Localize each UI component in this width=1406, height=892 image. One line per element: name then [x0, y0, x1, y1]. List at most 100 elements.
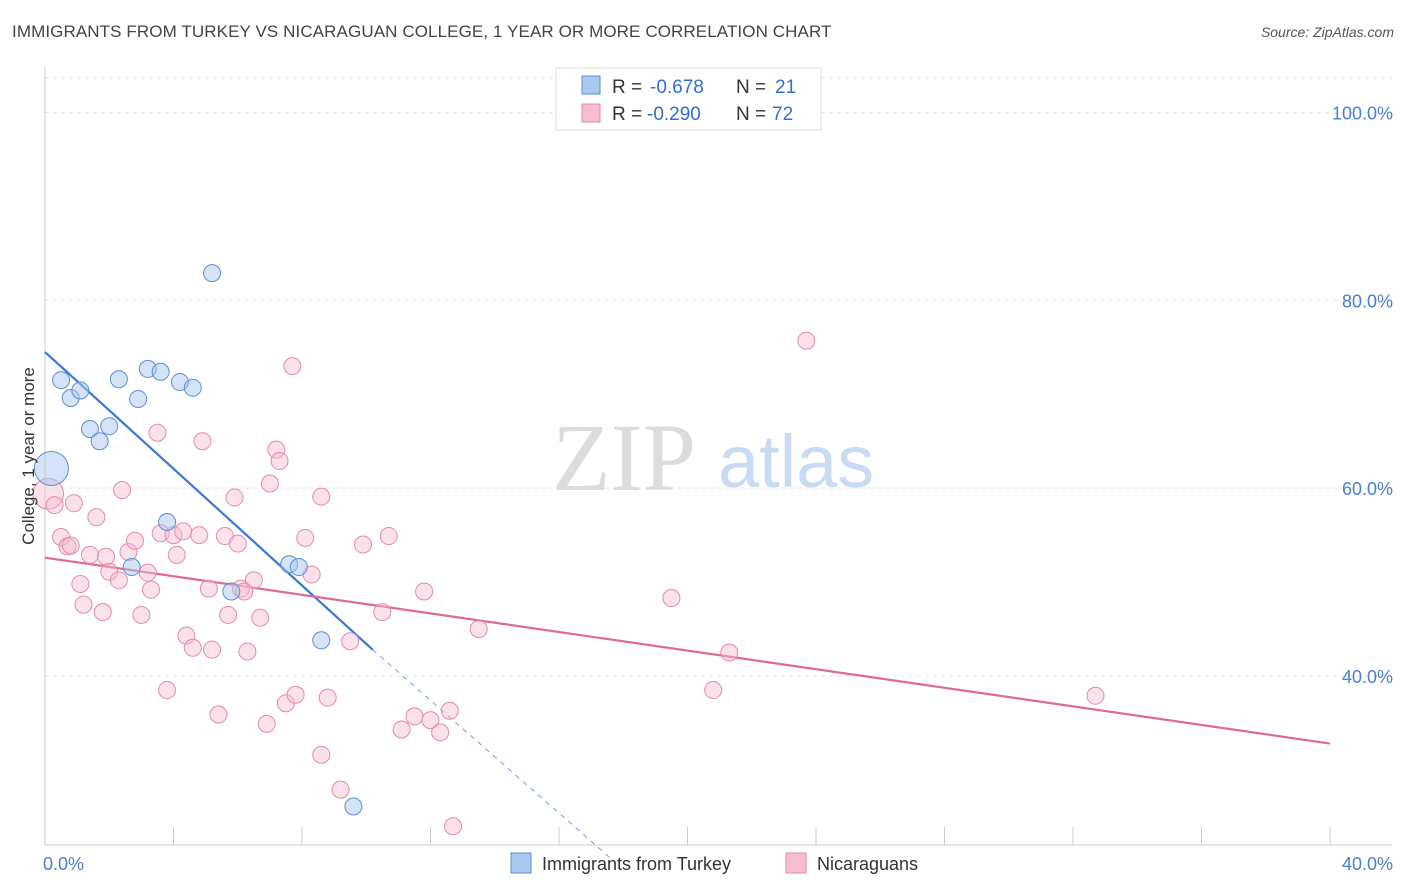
- point-nicaraguans: [203, 640, 222, 659]
- point-turkey: [344, 797, 363, 816]
- point-turkey: [100, 417, 119, 436]
- point-nicaraguans: [421, 711, 440, 730]
- point-turkey: [122, 558, 141, 577]
- legend-r-label-1: R =: [612, 77, 642, 98]
- point-turkey: [52, 371, 71, 390]
- point-turkey: [312, 631, 331, 650]
- point-nicaraguans: [142, 580, 161, 599]
- point-nicaraguans: [167, 545, 186, 564]
- source-credit: Source: ZipAtlas.com: [1260, 24, 1394, 40]
- trend-line-nicaraguans: [44, 556, 1331, 745]
- point-nicaraguans: [704, 681, 723, 700]
- bottom-legend: Immigrants from Turkey Nicaraguans: [510, 852, 918, 874]
- point-nicaraguans: [415, 582, 434, 601]
- point-turkey: [203, 264, 222, 283]
- point-turkey: [158, 512, 177, 531]
- point-nicaraguans: [109, 571, 128, 590]
- trend-extension-turkey: [372, 649, 611, 859]
- bottom-legend-swatch-nicaraguans: [785, 852, 807, 874]
- point-nicaraguans: [228, 534, 247, 553]
- tick-labels: 40.0% 60.0% 80.0% 100.0% 0.0% 40.0%: [43, 104, 1393, 874]
- point-nicaraguans: [219, 605, 238, 624]
- point-nicaraguans: [61, 536, 80, 555]
- point-turkey: [289, 558, 308, 577]
- point-nicaraguans: [296, 528, 315, 547]
- bottom-legend-label-nicaraguans: Nicaraguans: [817, 854, 918, 874]
- point-nicaraguans: [312, 487, 331, 506]
- point-nicaraguans: [64, 494, 83, 513]
- y-tick-label: 60.0%: [1342, 479, 1393, 499]
- point-nicaraguans: [440, 701, 459, 720]
- point-nicaraguans: [469, 620, 488, 639]
- point-nicaraguans: [312, 745, 331, 764]
- point-turkey: [80, 420, 99, 439]
- point-nicaraguans: [373, 603, 392, 622]
- point-nicaraguans: [225, 488, 244, 507]
- point-nicaraguans: [331, 780, 350, 799]
- point-nicaraguans: [209, 705, 228, 724]
- point-nicaraguans: [148, 423, 167, 442]
- point-nicaraguans: [199, 579, 218, 598]
- point-nicaraguans: [720, 643, 739, 662]
- watermark-atlas: atlas: [718, 420, 874, 503]
- point-nicaraguans: [138, 563, 157, 582]
- legend-r-value-2: -0.290: [647, 104, 701, 125]
- point-nicaraguans: [267, 440, 286, 459]
- y-tick-label: 40.0%: [1342, 667, 1393, 687]
- point-turkey: [183, 378, 202, 397]
- legend-n-value-1: 21: [775, 77, 796, 98]
- point-nicaraguans: [238, 642, 257, 661]
- bottom-legend-swatch-turkey: [510, 852, 532, 874]
- point-nicaraguans: [431, 723, 450, 742]
- point-turkey: [71, 381, 90, 400]
- point-nicaraguans: [283, 357, 302, 376]
- watermark-zip: ZIP: [552, 404, 696, 511]
- point-nicaraguans: [45, 496, 64, 515]
- point-nicaraguans: [71, 574, 90, 593]
- trend-lines: [44, 351, 1331, 859]
- point-nicaraguans: [260, 474, 279, 493]
- point-nicaraguans: [251, 608, 270, 627]
- point-nicaraguans: [193, 432, 212, 451]
- point-nicaraguans: [341, 632, 360, 651]
- point-nicaraguans: [158, 681, 177, 700]
- point-nicaraguans: [132, 605, 151, 624]
- point-nicaraguans: [392, 720, 411, 739]
- point-nicaraguans: [662, 589, 681, 608]
- point-turkey: [129, 389, 148, 408]
- bottom-legend-label-turkey: Immigrants from Turkey: [542, 854, 731, 874]
- point-nicaraguans: [80, 545, 99, 564]
- point-turkey: [33, 450, 69, 486]
- point-nicaraguans: [190, 526, 209, 545]
- point-turkey: [90, 432, 109, 451]
- point-nicaraguans: [113, 481, 132, 500]
- point-nicaraguans: [443, 817, 462, 836]
- point-nicaraguans: [74, 595, 93, 614]
- legend-n-label-1: N =: [736, 77, 766, 98]
- y-axis-label: College, 1 year or more: [19, 367, 38, 545]
- point-nicaraguans: [174, 522, 193, 541]
- y-tick-label: 100.0%: [1332, 104, 1393, 124]
- point-nicaraguans: [87, 508, 106, 527]
- point-nicaraguans: [257, 714, 276, 733]
- legend-n-value-2: 72: [772, 104, 793, 125]
- point-nicaraguans: [318, 688, 337, 707]
- point-nicaraguans: [797, 331, 816, 350]
- point-nicaraguans: [125, 531, 144, 550]
- point-nicaraguans: [354, 535, 373, 554]
- point-nicaraguans: [93, 603, 112, 622]
- chart-title: IMMIGRANTS FROM TURKEY VS NICARAGUAN COL…: [12, 22, 832, 41]
- y-tick-label: 80.0%: [1342, 291, 1393, 311]
- x-tick-label: 0.0%: [43, 854, 84, 874]
- legend-swatch-turkey: [581, 75, 601, 95]
- trend-line-turkey: [44, 351, 374, 651]
- point-nicaraguans: [405, 707, 424, 726]
- point-turkey: [151, 362, 170, 381]
- point-nicaraguans: [270, 451, 289, 470]
- point-turkey: [222, 582, 241, 601]
- point-nicaraguans: [183, 638, 202, 657]
- point-turkey: [109, 370, 128, 389]
- legend: R = -0.678 N = 21 R = -0.290 N = 72: [555, 67, 822, 131]
- legend-n-label-2: N =: [736, 104, 766, 125]
